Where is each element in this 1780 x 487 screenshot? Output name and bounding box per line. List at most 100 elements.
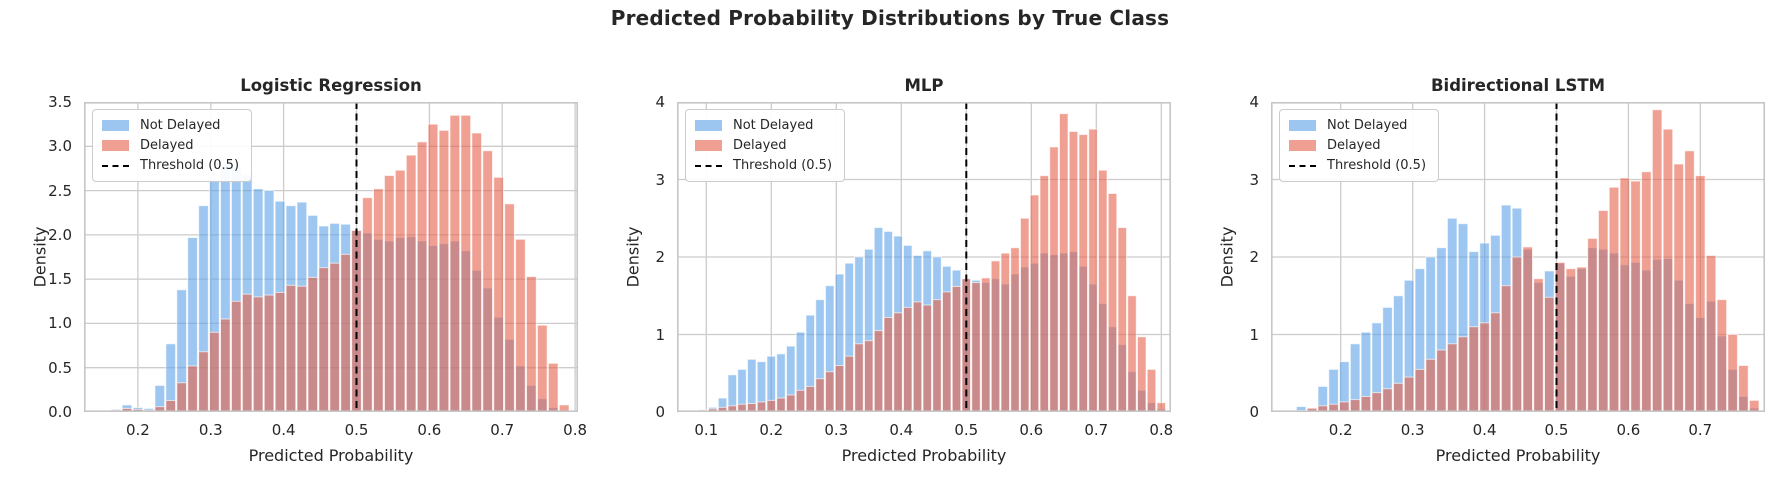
x-tick-label: 0.6 (1616, 421, 1641, 439)
histogram-bar-delayed (1107, 192, 1118, 412)
histogram-bar-delayed (1533, 278, 1544, 412)
subplot-panel-logistic-regression: Logistic Regression Density 0.0 0.5 1.0 1.5… (0, 0, 593, 487)
histogram-bar-delayed (416, 141, 428, 412)
histogram-bar-not-delayed (805, 314, 816, 412)
histogram-bar-not-delayed (1295, 406, 1307, 412)
legend-label: Not Delayed (733, 118, 814, 133)
histogram-bar-delayed (1630, 180, 1641, 412)
histogram-bar-delayed (1554, 261, 1566, 412)
y-tick-label: 2.0 (48, 225, 72, 244)
histogram-bar-delayed (844, 355, 855, 412)
threshold-dash-icon (1289, 164, 1316, 167)
legend-item-threshold: Threshold (0.5) (1289, 157, 1426, 174)
y-tick-label: 3.5 (48, 93, 72, 111)
histogram-bar-delayed (285, 284, 297, 412)
histogram-bar-delayed (932, 299, 942, 412)
histogram-bar-delayed (1146, 368, 1157, 412)
y-axis-ticks: 0 1 2 3 4 (1187, 0, 1261, 487)
histogram-bar-delayed (766, 399, 777, 412)
histogram-bar-not-delayed (863, 248, 874, 412)
histogram-bar-delayed (274, 291, 286, 412)
histogram-bar-delayed (558, 404, 570, 412)
histogram-bar-delayed (187, 365, 198, 412)
legend-item-not-delayed: Not Delayed (695, 117, 832, 134)
histogram-bar-delayed (776, 397, 786, 412)
legend-label: Threshold (0.5) (1327, 158, 1427, 173)
histogram-bar-delayed (1748, 399, 1760, 412)
histogram-bar-delayed (1457, 336, 1469, 412)
histogram-bar-not-delayed (1446, 217, 1458, 412)
plot-area: Not Delayed Delayed Threshold (0.5) (677, 102, 1171, 412)
histogram-bar-delayed (1597, 210, 1609, 412)
histogram-bar-delayed (329, 262, 341, 412)
subplot-title: Bidirectional LSTM (1430, 76, 1606, 95)
x-axis-label: Predicted Probability (1435, 446, 1601, 465)
histogram-bar-delayed (241, 293, 253, 412)
histogram-bar-not-delayed (176, 289, 187, 412)
histogram-bar-delayed (737, 403, 747, 412)
histogram-bar-delayed (176, 382, 187, 412)
histogram-bar-delayed (1511, 256, 1523, 412)
histogram-bar-delayed (230, 300, 242, 412)
legend-label: Threshold (0.5) (733, 158, 833, 173)
x-tick-label: 0.5 (954, 421, 979, 439)
y-tick-label: 2 (1249, 248, 1259, 266)
histogram-bar-delayed (1619, 177, 1631, 412)
histogram-bar-delayed (383, 175, 395, 412)
histogram-bar-delayed (1058, 113, 1069, 412)
histogram-bar-delayed (815, 378, 825, 412)
histogram-bar-delayed (460, 114, 472, 412)
plot-area: Not Delayed Delayed Threshold (0.5) (84, 102, 578, 412)
histogram-bar-delayed (1349, 399, 1361, 412)
histogram-bar-delayed (1328, 403, 1339, 412)
x-axis-ticks: 0.2 0.3 0.4 0.5 0.6 0.7 (1271, 420, 1765, 442)
histogram-bar-delayed (1371, 392, 1383, 412)
histogram-bar-delayed (482, 150, 494, 412)
y-tick-label: 0.5 (48, 358, 72, 377)
y-axis-ticks: 0.0 0.5 1.0 1.5 2.0 2.5 3.0 3.5 (0, 0, 74, 487)
legend-item-delayed: Delayed (1289, 137, 1426, 154)
histogram-bar-delayed (318, 267, 330, 412)
y-tick-label: 4 (1249, 93, 1259, 111)
histogram-bar-delayed (1727, 334, 1738, 412)
legend: Not Delayed Delayed Threshold (0.5) (92, 109, 253, 182)
histogram-bar-not-delayed (1457, 223, 1469, 412)
histogram-bar-delayed (1000, 252, 1011, 412)
histogram-bar-not-delayed (785, 345, 796, 412)
histogram-bar-delayed (1500, 285, 1512, 412)
histogram-bar-delayed (515, 238, 526, 412)
not-delayed-swatch-icon (102, 120, 129, 131)
histogram-bar-delayed (209, 331, 220, 412)
not-delayed-swatch-icon (695, 120, 722, 131)
histogram-bar-delayed (805, 385, 816, 412)
histogram-bar-not-delayed (1382, 306, 1393, 412)
histogram-bar-delayed (1078, 134, 1089, 412)
histogram-bar-not-delayed (844, 262, 855, 412)
histogram-bar-delayed (1392, 382, 1404, 412)
x-tick-label: 0.7 (490, 421, 515, 439)
y-tick-label: 2 (655, 248, 665, 266)
histogram-bar-delayed (1651, 109, 1663, 412)
legend-item-threshold: Threshold (0.5) (102, 157, 239, 174)
histogram-bar-not-delayed (1371, 322, 1383, 412)
histogram-bar-delayed (449, 114, 461, 412)
histogram-plot (677, 102, 1171, 412)
delayed-swatch-icon (1289, 140, 1316, 151)
histogram-bar-not-delayed (1339, 361, 1350, 412)
histogram-bar-delayed (219, 318, 231, 412)
histogram-bar-delayed (922, 304, 933, 412)
threshold-dash-icon (102, 164, 129, 167)
subplot-title: MLP (904, 76, 944, 95)
x-tick-label: 0.8 (563, 421, 588, 439)
y-tick-label: 1.5 (48, 270, 72, 289)
x-tick-label: 0.4 (1472, 421, 1497, 439)
histogram-bar-delayed (526, 275, 537, 412)
histogram-bar-delayed (971, 282, 981, 412)
legend-label: Threshold (0.5) (140, 158, 240, 173)
histogram-bar-delayed (980, 277, 991, 412)
y-tick-label: 1 (1249, 325, 1259, 344)
histogram-bar-delayed (1587, 237, 1598, 412)
histogram-bar-delayed (154, 406, 166, 412)
x-tick-label: 0.1 (694, 421, 719, 439)
x-axis-ticks: 0.2 0.3 0.4 0.5 0.6 0.7 0.8 (84, 420, 587, 442)
